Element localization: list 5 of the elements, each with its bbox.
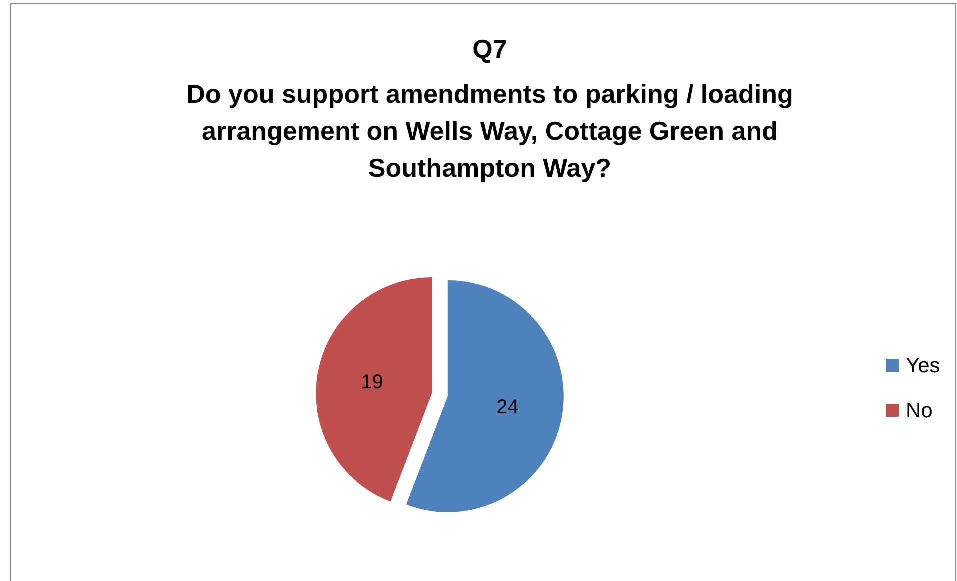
data-label: 19: [361, 371, 384, 394]
data-label: 24: [496, 396, 519, 419]
legend-label: Yes: [906, 354, 940, 378]
legend-label: No: [906, 400, 933, 422]
chart-title: Q7 Do you support amendments to parking / loading arrangement on Wells Way, Cottage Green and Southampton Way?: [186, 34, 794, 183]
